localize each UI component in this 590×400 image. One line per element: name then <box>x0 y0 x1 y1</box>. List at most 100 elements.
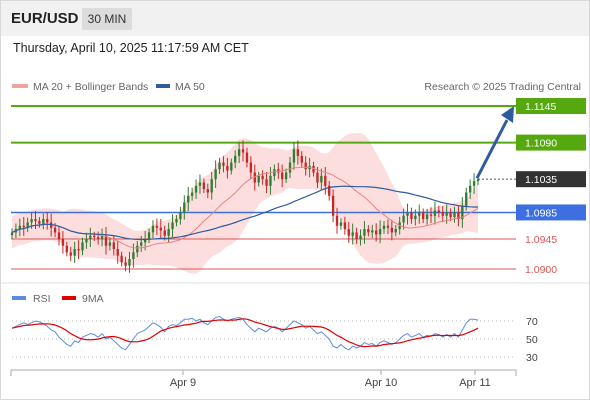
candle-body <box>284 172 288 180</box>
bollinger-band-area <box>12 132 478 274</box>
rsi-ma-legend-label: 9MA <box>82 293 104 305</box>
candle-body <box>120 255 123 263</box>
x-axis-label: Apr 9 <box>170 377 196 389</box>
rsi-legend-swatch <box>12 296 26 300</box>
candle-body <box>155 225 159 228</box>
candle-body <box>414 215 417 220</box>
candle-body <box>437 210 441 213</box>
candle-body <box>367 229 370 233</box>
candle-body <box>218 162 221 170</box>
candle-body <box>190 192 194 196</box>
candle-body <box>472 181 476 186</box>
ma50-legend-swatch <box>156 84 170 88</box>
candle-body <box>100 235 104 240</box>
candle-body <box>175 219 178 223</box>
candle-body <box>410 212 413 220</box>
level-label-1.1090: 1.1090 <box>525 138 557 150</box>
candle-body <box>328 185 331 196</box>
candle-body <box>394 229 397 233</box>
level-label-1.1145: 1.1145 <box>525 101 556 113</box>
timeframe-button[interactable]: 30 MIN <box>82 8 132 30</box>
candle-body <box>65 245 68 253</box>
candle-body <box>183 202 186 213</box>
candle-body <box>147 232 151 240</box>
candle-body <box>461 205 464 220</box>
candle-body <box>93 235 96 238</box>
candle-body <box>222 162 225 166</box>
candle-body <box>73 249 76 256</box>
candle-body <box>38 221 41 224</box>
candle-body <box>386 225 390 228</box>
candle-body <box>253 172 256 183</box>
candle-body <box>453 212 456 218</box>
candle-body <box>476 179 480 182</box>
rsi-ma-line <box>11 318 479 348</box>
chart-header: EUR/USD 30 MIN <box>1 1 589 36</box>
level-label-1.1035: 1.1035 <box>525 174 557 186</box>
level-labels: 1.1145 1.1090 1.1035 1.0985 1.0945 1.0900 <box>516 98 586 276</box>
ma20-legend-swatch <box>12 84 28 88</box>
candle-body <box>402 215 405 223</box>
candle-body <box>124 262 127 266</box>
candle-body <box>116 249 119 256</box>
candle-body <box>128 259 131 266</box>
candle-body <box>241 149 245 153</box>
candle-body <box>355 232 358 240</box>
candle-body <box>140 242 143 246</box>
candle-body <box>343 222 347 230</box>
candle-body <box>347 229 350 236</box>
ma50-line <box>11 185 478 241</box>
candle-body <box>18 225 22 230</box>
candle-body <box>371 230 374 233</box>
candle-body <box>214 169 217 180</box>
candle-body <box>429 214 433 216</box>
x-axis: Apr 9 Apr 10 Apr 11 <box>10 369 517 389</box>
level-label-box-1.1035 <box>516 171 586 188</box>
rsi-tick-label: 50 <box>526 334 538 346</box>
symbol-title: EUR/USD <box>11 10 79 27</box>
candle-body <box>159 227 162 231</box>
candle-body <box>269 175 272 186</box>
candle-body <box>351 232 354 236</box>
candle-body <box>457 212 460 220</box>
candle-body <box>198 182 202 186</box>
candle-body <box>359 235 362 240</box>
candle-body <box>257 175 260 183</box>
candle-body <box>230 162 233 171</box>
rsi-line <box>11 315 479 351</box>
candle-body <box>210 179 213 193</box>
rsi-panel: 70 50 30 <box>11 315 538 364</box>
candle-body <box>304 162 307 170</box>
forecast-arrow-head <box>501 106 514 123</box>
candle-body <box>378 229 382 235</box>
candle-body <box>237 149 241 156</box>
candle-body <box>143 239 147 243</box>
candle-body <box>22 225 25 228</box>
candle-body <box>96 237 100 240</box>
rsi-tick-label: 70 <box>526 316 538 328</box>
candle-body <box>468 185 472 193</box>
candle-body <box>418 212 421 216</box>
credit-text: Research © 2025 Trading Central <box>424 81 581 93</box>
candle-body <box>136 245 139 253</box>
candle-body <box>57 232 61 240</box>
candle-body <box>89 235 92 240</box>
candle-body <box>46 219 49 223</box>
level-label-1.0900: 1.0900 <box>525 264 557 276</box>
candle-body <box>202 182 206 190</box>
level-label-box-1.0985 <box>516 204 586 221</box>
candle-body <box>433 210 437 216</box>
candle-body <box>441 212 444 216</box>
candle-body <box>320 175 323 183</box>
candle-body <box>226 165 229 171</box>
candle-body <box>296 149 300 156</box>
candle-body <box>234 155 237 163</box>
x-axis-label: Apr 10 <box>365 377 397 389</box>
candle-body <box>34 219 37 222</box>
forecast-arrow <box>475 106 514 179</box>
candle-body <box>85 239 88 243</box>
candle-body <box>61 239 65 246</box>
ma20-legend-label: MA 20 + Bollinger Bands <box>33 81 148 93</box>
candle-body <box>375 230 378 235</box>
candle-body <box>465 192 468 206</box>
